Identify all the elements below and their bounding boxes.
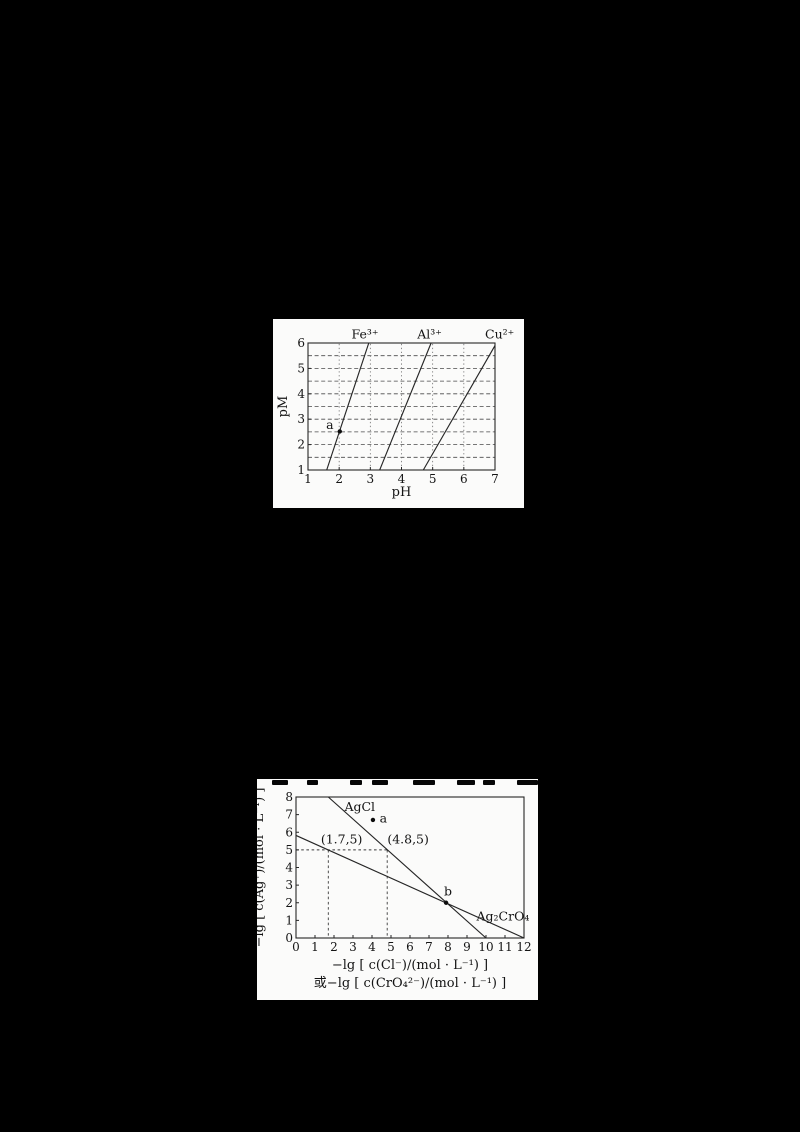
series-line-AgCl [327, 796, 487, 939]
y-tick-label: 1 [297, 463, 305, 477]
y-tick-label: 8 [285, 790, 293, 804]
series-line-Al3+ [379, 342, 432, 471]
data-point-a [370, 817, 376, 823]
annotation-label: Al³⁺ [416, 326, 442, 341]
y-tick-label: 2 [297, 438, 305, 452]
x-tick-label: 2 [330, 940, 338, 954]
x-axis-label-2: 或−lg [ c(CrO₄²⁻)/(mol · L⁻¹) ] [314, 976, 506, 991]
y-tick-label: 2 [285, 896, 293, 910]
y-tick-label: 7 [285, 808, 293, 822]
x-tick-label: 9 [463, 940, 471, 954]
x-tick-label: 11 [497, 940, 512, 954]
x-tick-label: 0 [292, 940, 300, 954]
x-tick-label: 5 [387, 940, 395, 954]
precipitation-ph-plot: 1 2 3 4 5 6 7 1 2 3 4 5 6 Fe³⁺ Al³⁺ Cu²⁺ a pH pM [276, 326, 514, 500]
y-tick-label: 6 [297, 336, 305, 350]
y-tick-label: 1 [285, 913, 293, 927]
x-tick-label: 2 [335, 472, 343, 486]
x-tick-label: 1 [304, 472, 312, 486]
data-point-b [443, 900, 449, 905]
x-tick-label: 10 [478, 940, 493, 954]
annotation-label: (4.8,5) [387, 832, 429, 847]
cropped-text-remnant [257, 779, 538, 787]
x-tick-label: 1 [311, 940, 319, 954]
x-tick-label: 7 [425, 940, 433, 954]
y-axis-label: −lg [ c(Ag⁺)/(mol · L⁻¹) ] [257, 788, 267, 948]
x-tick-label: 8 [444, 940, 452, 954]
annotation-label: a [380, 811, 388, 826]
annotation-label: a [326, 417, 334, 432]
annotation-label: Fe³⁺ [352, 326, 379, 341]
x-tick-label: 6 [406, 940, 414, 954]
annotation-label: (1.7,5) [321, 832, 363, 847]
y-tick-label: 6 [285, 825, 293, 839]
series-line-Ag2CrO4 [295, 834, 525, 939]
y-tick-label: 4 [297, 387, 305, 401]
figure-precipitation-ph: 1 2 3 4 5 6 7 1 2 3 4 5 6 Fe³⁺ Al³⁺ Cu²⁺ a pH pM [273, 319, 524, 508]
x-tick-label: 7 [491, 472, 499, 486]
y-tick-label: 0 [285, 931, 293, 945]
annotation-label: Cu²⁺ [485, 326, 514, 341]
annotation-label: b [444, 883, 452, 898]
y-tick-label: 4 [285, 861, 293, 875]
annotation-label: Ag₂CrO₄ [476, 908, 530, 923]
y-axis-label: pM [276, 396, 291, 418]
y-tick-label: 3 [297, 412, 305, 426]
y-tick-label: 3 [285, 878, 293, 892]
data-point-a [337, 429, 342, 434]
x-tick-label: 5 [429, 472, 437, 486]
figure-silver-salt-solubility: 0 1 2 3 4 5 6 7 8 9 10 11 12 0 1 2 3 4 5 6 7 8 AgCl Ag₂CrO₄ (1.7… [257, 779, 538, 1000]
x-axis-label: −lg [ c(Cl⁻)/(mol · L⁻¹) ] [332, 958, 488, 973]
x-tick-label: 3 [349, 940, 357, 954]
x-tick-label: 3 [367, 472, 375, 486]
series-line-Cu2+ [422, 345, 496, 471]
annotation-label: AgCl [343, 799, 375, 814]
x-axis-label: pH [392, 485, 412, 500]
silver-salt-solubility-plot: 0 1 2 3 4 5 6 7 8 9 10 11 12012345678AgClAg₂CrO₄(1.7… [257, 788, 532, 991]
x-tick-label: 12 [516, 940, 531, 954]
series-line-Fe3+ [326, 342, 370, 471]
x-tick-label: 4 [368, 940, 376, 954]
y-tick-label: 5 [297, 361, 305, 375]
x-tick-label: 4 [398, 472, 406, 486]
y-tick-label: 5 [285, 843, 293, 857]
x-tick-label: 6 [460, 472, 468, 486]
